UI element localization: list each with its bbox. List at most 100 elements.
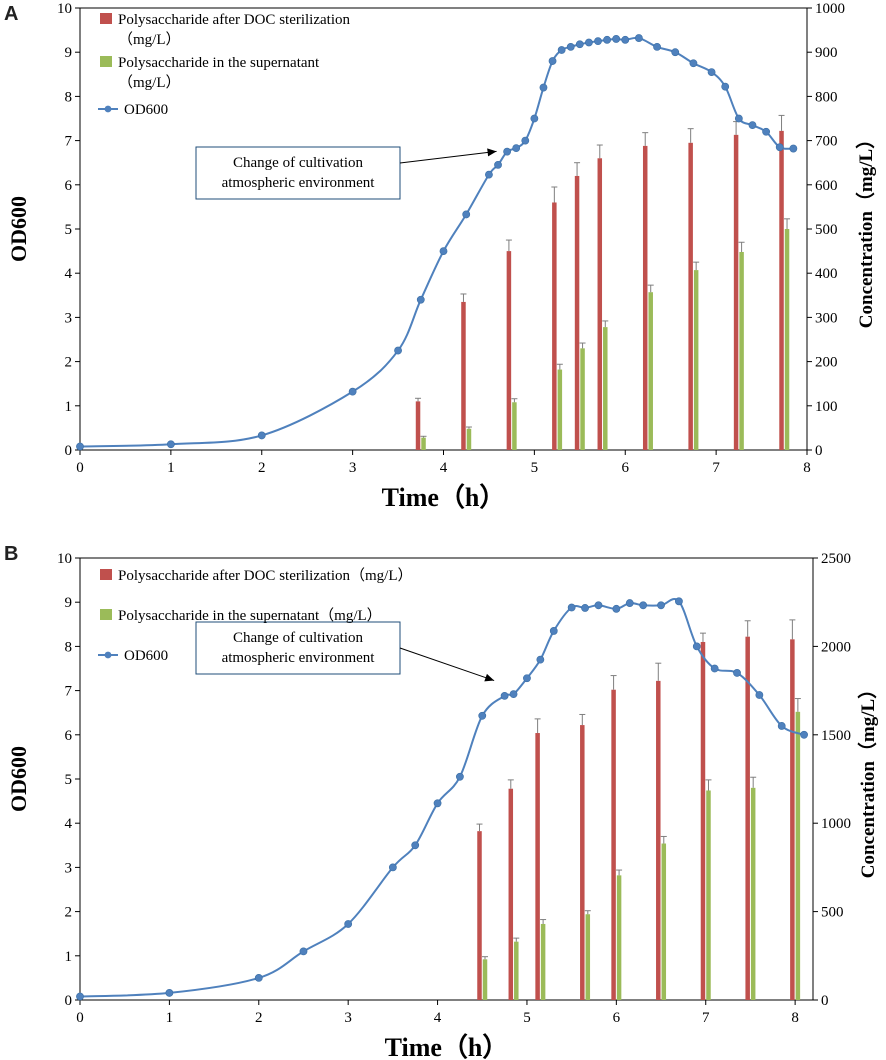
annotation-box bbox=[195, 146, 401, 200]
od600-point bbox=[439, 247, 448, 255]
od600-point bbox=[462, 210, 471, 219]
supernatant-bar bbox=[750, 787, 756, 1000]
od600-point bbox=[257, 431, 266, 440]
supernatant-bar bbox=[421, 437, 426, 450]
od600-point bbox=[657, 601, 665, 610]
legend-label-od600: OD600 bbox=[124, 102, 168, 118]
doc-bar bbox=[700, 641, 706, 1000]
od600-point bbox=[634, 34, 643, 42]
od600-point bbox=[612, 604, 621, 613]
left-y-tick-label: 3 bbox=[65, 310, 73, 326]
od600-point bbox=[411, 841, 420, 850]
od600-point bbox=[734, 114, 743, 123]
legend-marker-od600 bbox=[104, 105, 112, 113]
panel-b: B 0 1 2 3 4 5 6 7 8 9 10 0 500 1000 1500 2000 2500 0 1 2 3 4 5 6… bbox=[4, 543, 879, 1060]
od600-point bbox=[653, 42, 661, 51]
left-y-tick-label: 9 bbox=[65, 595, 73, 611]
x-tick-label: 4 bbox=[434, 1010, 442, 1026]
x-tick-label: 5 bbox=[523, 1010, 531, 1026]
od600-point bbox=[581, 604, 589, 612]
od600-point bbox=[707, 68, 716, 76]
supernatant-bar bbox=[661, 843, 667, 1000]
left-y-tick-label: 8 bbox=[65, 639, 73, 655]
right-y-tick-label: 900 bbox=[815, 45, 838, 61]
supernatant-bar bbox=[706, 790, 711, 1000]
od600-point bbox=[721, 82, 730, 91]
od600-point bbox=[603, 35, 611, 44]
right-y-tick-label: 500 bbox=[821, 905, 844, 921]
right-y-axis-title: Concentration（mg/L） bbox=[856, 680, 879, 878]
od600-point bbox=[594, 601, 603, 610]
x-tick-label: 1 bbox=[166, 1010, 174, 1026]
x-tick-label: 7 bbox=[712, 460, 720, 476]
doc-bar bbox=[477, 831, 482, 1000]
supernatant-bar bbox=[585, 914, 591, 1000]
doc-bar bbox=[642, 145, 648, 451]
od600-point bbox=[748, 121, 757, 130]
right-y-axis-title: Concentration（mg/L） bbox=[854, 130, 877, 328]
od600-point bbox=[456, 772, 464, 781]
od600-point bbox=[755, 691, 764, 699]
od600-point bbox=[503, 147, 512, 156]
annotation-arrowhead bbox=[484, 673, 495, 682]
left-y-tick-label: 4 bbox=[65, 816, 73, 832]
od600-point bbox=[689, 59, 698, 68]
od600-point bbox=[521, 136, 530, 145]
supernatant-bar bbox=[603, 327, 608, 450]
x-axis-title: Time（h） bbox=[385, 1033, 509, 1060]
od600-point bbox=[509, 690, 518, 699]
od600-point bbox=[621, 35, 630, 44]
od600-point bbox=[433, 799, 442, 808]
x-tick-label: 1 bbox=[167, 460, 175, 476]
x-tick-label: 2 bbox=[255, 1010, 263, 1026]
x-tick-label: 7 bbox=[702, 1010, 710, 1026]
doc-bar bbox=[415, 401, 421, 450]
right-y-tick-label: 2500 bbox=[821, 551, 851, 567]
panel-a: A012345678910010020030040050060070080090… bbox=[4, 1, 877, 512]
right-y-tick-label: 400 bbox=[815, 266, 838, 282]
od600-point bbox=[388, 863, 397, 872]
x-tick-label: 8 bbox=[803, 460, 811, 476]
left-y-tick-label: 1 bbox=[65, 949, 73, 965]
od600-point bbox=[733, 669, 741, 677]
annotation-text: Change of cultivation bbox=[233, 155, 363, 171]
od600-point bbox=[789, 144, 798, 153]
left-y-tick-label: 1 bbox=[65, 399, 73, 415]
doc-bar bbox=[611, 689, 616, 1000]
od600-point bbox=[777, 722, 786, 730]
panel-letter: B bbox=[4, 543, 18, 565]
x-tick-label: 6 bbox=[622, 460, 630, 476]
supernatant-bar bbox=[580, 348, 585, 450]
legend-label-doc: Polysaccharide after DOC sterilization（m… bbox=[118, 567, 413, 584]
od600-point bbox=[575, 40, 584, 49]
x-tick-label: 0 bbox=[76, 460, 84, 476]
doc-bar bbox=[656, 680, 661, 1000]
doc-bar bbox=[580, 725, 585, 1000]
supernatant-bar bbox=[616, 875, 622, 1000]
x-axis-title: Time（h） bbox=[382, 483, 506, 512]
annotation-arrow bbox=[399, 150, 497, 164]
right-y-tick-label: 0 bbox=[821, 993, 829, 1009]
doc-bar bbox=[688, 142, 693, 450]
od600-point bbox=[775, 143, 784, 152]
legend: Polysaccharide after DOC sterilization（m… bbox=[98, 567, 413, 664]
right-y-tick-label: 2000 bbox=[821, 639, 851, 655]
panel-letter: A bbox=[4, 3, 18, 25]
left-y-tick-label: 2 bbox=[65, 355, 73, 371]
od600-point bbox=[344, 920, 353, 928]
annotation-text: atmospheric environment bbox=[222, 175, 376, 191]
left-y-tick-label: 2 bbox=[65, 905, 73, 921]
od600-point bbox=[539, 83, 548, 92]
left-y-tick-label: 0 bbox=[65, 993, 73, 1009]
legend-swatch-supernatant bbox=[100, 609, 112, 620]
right-y-tick-label: 300 bbox=[815, 310, 838, 326]
x-tick-label: 0 bbox=[76, 1010, 84, 1026]
od600-point bbox=[76, 442, 84, 451]
right-y-tick-label: 1000 bbox=[821, 816, 851, 832]
doc-bar bbox=[745, 636, 750, 1000]
legend-swatch-supernatant bbox=[100, 56, 112, 67]
od600-point bbox=[762, 127, 771, 136]
od600-point bbox=[612, 35, 621, 43]
od600-point bbox=[549, 627, 558, 635]
